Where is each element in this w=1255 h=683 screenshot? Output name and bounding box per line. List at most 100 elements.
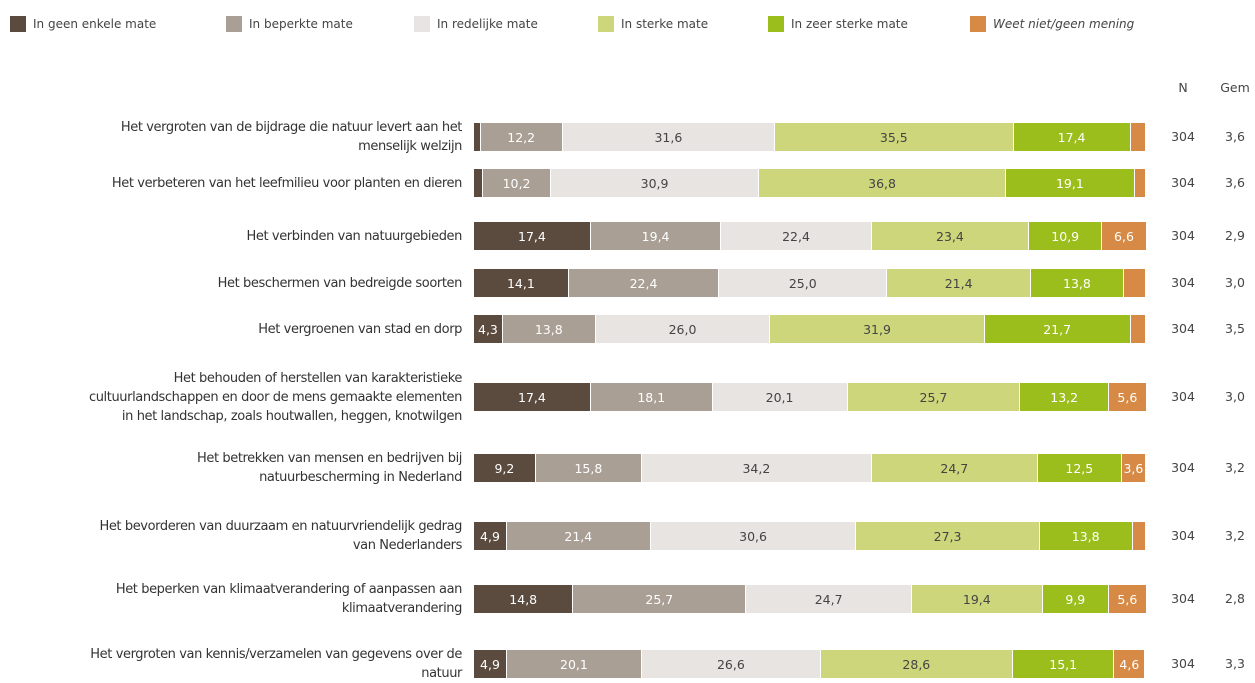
value-label: 13,8 (1063, 275, 1091, 291)
bar-segment (1123, 269, 1146, 297)
bar-segment: 13,8 (1039, 522, 1133, 550)
bar-segment: 10,2 (482, 169, 552, 197)
bar-segment: 19,4 (912, 585, 1043, 613)
value-label: 13,8 (534, 321, 563, 337)
value-label: 4,9 (480, 528, 500, 544)
bar-segment: 13,8 (502, 315, 596, 343)
bar-segment: 26,0 (595, 315, 771, 343)
value-label: 5,6 (1117, 591, 1138, 607)
bar-segment: 25,0 (719, 269, 888, 297)
value-label: 15,8 (574, 460, 603, 476)
value-label: 18,1 (637, 389, 666, 405)
legend-item: Weet niet/geen mening (970, 16, 1134, 32)
bar-segment (1130, 123, 1146, 151)
bar-segment: 30,9 (551, 169, 759, 197)
n-value: 304 (1171, 129, 1195, 144)
bar-segment: 30,6 (650, 522, 857, 550)
bar-segment: 26,6 (642, 650, 821, 678)
n-value: 304 (1171, 275, 1195, 290)
value-label: 25,7 (919, 389, 948, 405)
bar-segment (1130, 315, 1146, 343)
category-label: Het beperken van klimaatverandering of a… (0, 580, 463, 618)
gem-value: 2,9 (1225, 228, 1245, 243)
value-label: 19,4 (641, 228, 670, 244)
value-label: 4,3 (478, 321, 498, 337)
bar-segment: 15,8 (535, 454, 642, 482)
category-label-line: cultuurlandschappen en door de mens gema… (88, 389, 462, 405)
value-label: 31,9 (863, 321, 891, 337)
category-label: Het verbeteren van het leefmilieu voor p… (0, 174, 463, 193)
bar-segment (1132, 522, 1146, 550)
category-label-line: Het behouden of herstellen van karakteri… (173, 370, 463, 386)
bar-segment: 21,4 (506, 522, 651, 550)
gem-value: 3,0 (1225, 389, 1245, 404)
category-label-line: Het vergroten van kennis/verzamelen van … (90, 647, 462, 662)
bar-segment: 4,9 (474, 650, 507, 678)
category-label: Het beschermen van bedreigde soorten (0, 274, 463, 293)
value-label: 13,2 (1050, 389, 1079, 405)
category-label-line: klimaatverandering (341, 601, 463, 616)
legend-label: Weet niet/geen mening (993, 17, 1135, 31)
gem-value: 3,2 (1225, 460, 1245, 475)
n-value: 304 (1171, 460, 1195, 475)
bar-segment: 14,1 (474, 269, 569, 297)
value-label: 31,6 (654, 129, 683, 145)
gem-value: 3,6 (1225, 175, 1245, 190)
bar-segment: 4,6 (1114, 650, 1146, 678)
bar-segment: 15,1 (1012, 650, 1115, 678)
value-label: 27,3 (933, 528, 962, 544)
category-label: Het behouden of herstellen van karakteri… (0, 369, 462, 426)
legend-item: In redelijke mate (414, 16, 538, 32)
bar-segment: 36,8 (758, 169, 1007, 197)
value-label: 15,1 (1049, 656, 1078, 672)
legend-item: In beperkte mate (226, 16, 353, 32)
value-label: 22,4 (782, 228, 810, 244)
category-label-line: van Nederlanders (352, 538, 463, 553)
value-label: 26,6 (716, 656, 745, 672)
bar-segment: 27,3 (856, 522, 1040, 550)
value-label: 36,8 (868, 175, 896, 191)
legend-swatch (10, 16, 26, 32)
category-label-line: Het bevorderen van duurzaam en natuurvri… (99, 519, 462, 534)
bar-segment: 5,6 (1109, 383, 1147, 411)
value-label: 4,6 (1119, 656, 1140, 672)
category-label-line: Het verbinden van natuurgebieden (246, 228, 463, 244)
n-header: N (1178, 80, 1188, 95)
bar-segment: 6,6 (1102, 222, 1147, 250)
value-label: 19,1 (1055, 175, 1084, 191)
gem-value: 3,6 (1225, 129, 1245, 144)
value-label: 12,2 (507, 129, 536, 145)
category-label-line: in het landschap, zoals houtwallen, hegg… (121, 408, 462, 424)
category-label-line: natuur (421, 666, 462, 681)
value-label: 10,2 (502, 175, 531, 191)
category-label: Het verbinden van natuurgebieden (0, 227, 463, 246)
bar-segment: 4,9 (474, 522, 507, 550)
value-label: 21,4 (564, 528, 593, 544)
bar-segment: 24,7 (871, 454, 1038, 482)
bar-segment: 23,4 (871, 222, 1030, 250)
legend-label: In beperkte mate (249, 17, 353, 31)
legend-item: In geen enkele mate (10, 16, 156, 32)
value-label: 3,6 (1123, 460, 1144, 476)
value-label: 21,7 (1043, 321, 1072, 337)
value-label: 14,8 (509, 591, 538, 607)
value-label: 22,4 (629, 275, 658, 291)
value-label: 25,0 (788, 275, 817, 291)
value-label: 30,9 (640, 175, 669, 191)
value-label: 20,1 (765, 389, 794, 405)
category-label-line: Het beschermen van bedreigde soorten (217, 275, 463, 291)
category-label-line: Het verbeteren van het leefmilieu voor p… (111, 175, 463, 191)
value-label: 17,4 (1057, 129, 1086, 145)
legend-swatch (970, 16, 986, 32)
n-value: 304 (1171, 656, 1195, 671)
value-label: 24,7 (940, 460, 969, 476)
n-value: 304 (1171, 528, 1195, 543)
bar-segment: 4,3 (474, 315, 503, 343)
bar-segment: 12,5 (1037, 454, 1122, 482)
bar-segment (474, 123, 481, 151)
bar-segment (474, 169, 483, 197)
value-label: 35,5 (879, 129, 908, 145)
value-label: 9,2 (494, 460, 515, 476)
value-label: 14,1 (506, 275, 535, 291)
